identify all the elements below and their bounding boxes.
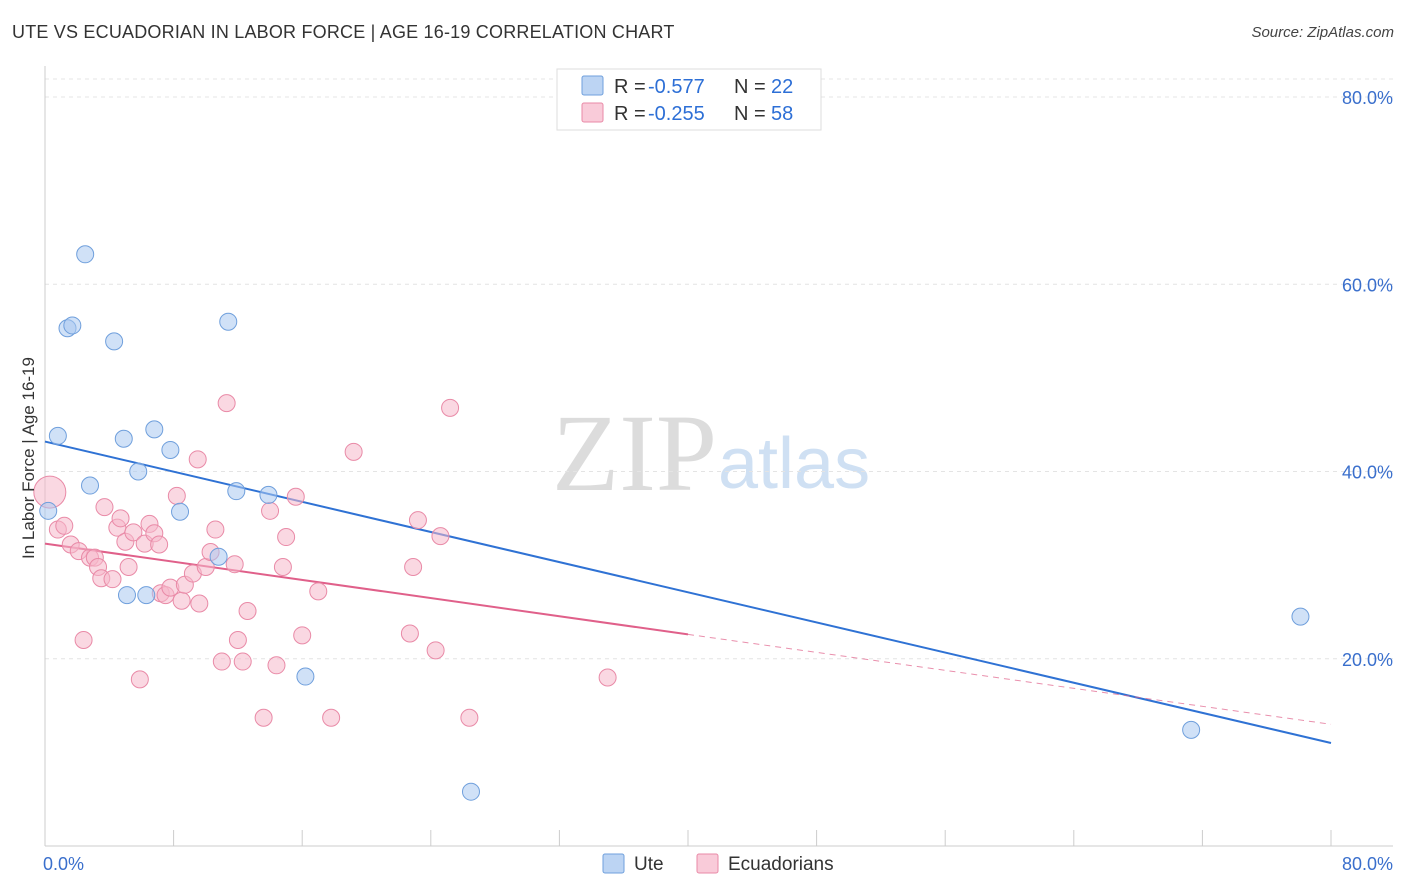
stats-legend-ute-r-label: R = (614, 76, 646, 98)
point-ute-14 (209, 547, 228, 566)
point-ute-3 (63, 316, 82, 335)
trend-lines (44, 440, 1332, 744)
point-ute-12 (161, 440, 180, 459)
point-ecuadorians-42 (273, 557, 292, 576)
point-ecuadorians-52 (431, 527, 450, 546)
point-ute-15 (219, 312, 238, 331)
point-ecuadorians-5 (74, 631, 93, 650)
data-points (33, 245, 1310, 801)
watermark: ZIP atlas (552, 392, 870, 514)
stats-legend-ecu-n-label: N = (734, 103, 766, 125)
point-ute-13 (171, 502, 190, 521)
point-ecuadorians-33 (212, 652, 231, 671)
point-ecuadorians-48 (400, 624, 419, 643)
point-ute-6 (105, 332, 124, 351)
y-axis-title: In Labor Force | Age 16-19 (19, 357, 38, 559)
point-ecuadorians-39 (254, 708, 273, 727)
point-ecuadorians-51 (426, 641, 445, 660)
point-ute-0 (39, 501, 58, 520)
point-ecuadorians-11 (103, 570, 122, 589)
point-ute-4 (76, 245, 95, 264)
axes (44, 66, 1393, 847)
point-ecuadorians-32 (206, 520, 225, 539)
watermark-atlas: atlas (718, 424, 870, 504)
stats-legend-ecu-r-label: R = (614, 103, 646, 125)
trend-line-ute (44, 440, 1332, 744)
point-ecuadorians-29 (188, 450, 207, 469)
point-ecuadorians-15 (119, 557, 138, 576)
point-ute-17 (259, 485, 278, 504)
y-tick-labels: 20.0% 40.0% 60.0% 80.0% (1342, 88, 1393, 670)
point-ecuadorians-46 (322, 708, 341, 727)
point-ute-5 (81, 476, 100, 495)
stats-legend-ecu-r-value: -0.255 (648, 103, 705, 125)
point-ecuadorians-53 (441, 398, 460, 417)
point-ecuadorians-44 (286, 487, 305, 506)
source-label: Source: ZipAtlas.com (1251, 24, 1394, 41)
point-ecuadorians-41 (267, 656, 286, 675)
point-ute-7 (114, 429, 133, 448)
point-ecuadorians-17 (130, 670, 149, 689)
series-legend-swatch-ecuadorians[interactable] (696, 853, 719, 874)
point-ecuadorians-10 (95, 498, 114, 517)
point-ecuadorians-49 (404, 557, 423, 576)
point-ecuadorians-16 (124, 523, 143, 542)
y-tick-label-80: 80.0% (1342, 88, 1393, 108)
point-ute-20 (1182, 720, 1201, 739)
point-ute-21 (1291, 607, 1310, 626)
series-legend: Ute Ecuadorians (602, 853, 834, 875)
point-ecuadorians-54 (460, 708, 479, 727)
point-ecuadorians-38 (238, 602, 257, 621)
chart-title: UTE VS ECUADORIAN IN LABOR FORCE | AGE 1… (12, 22, 675, 42)
point-ecuadorians-13 (111, 509, 130, 528)
stats-legend-ute-r-value: -0.577 (648, 76, 705, 98)
point-ute-1 (48, 426, 67, 445)
point-ecuadorians-2 (55, 516, 74, 535)
point-ecuadorians-56 (190, 594, 209, 613)
point-ute-18 (296, 667, 315, 686)
point-ute-9 (129, 462, 148, 481)
point-ute-16 (227, 482, 246, 501)
point-ecuadorians-37 (233, 652, 252, 671)
point-ecuadorians-21 (150, 535, 169, 554)
trend-line-extension-ecuadorians (687, 633, 1332, 725)
point-ute-10 (137, 586, 156, 605)
point-ecuadorians-35 (225, 555, 244, 574)
stats-legend-swatch-ute (581, 75, 604, 96)
point-ecuadorians-40 (261, 501, 280, 520)
y-tick-label-40: 40.0% (1342, 463, 1393, 483)
point-ute-8 (117, 586, 136, 605)
point-ute-11 (145, 420, 164, 439)
x-tick-label-min: 0.0% (43, 854, 84, 874)
point-ecuadorians-47 (344, 442, 363, 461)
point-ecuadorians-55 (598, 668, 617, 687)
series-legend-swatch-ute[interactable] (602, 853, 625, 874)
stats-legend-ute-n-value: 22 (771, 76, 793, 98)
series-legend-label-ute[interactable]: Ute (634, 854, 664, 875)
watermark-zip: ZIP (552, 392, 717, 514)
stats-legend-ecu-n-value: 58 (771, 103, 793, 125)
x-tick-label-max: 80.0% (1342, 854, 1393, 874)
point-ecuadorians-26 (172, 591, 191, 610)
point-ecuadorians-50 (408, 511, 427, 530)
series-legend-label-ecuadorians[interactable]: Ecuadorians (728, 854, 834, 875)
point-ecuadorians-45 (309, 582, 328, 601)
stats-legend-swatch-ecuadorians (581, 102, 604, 123)
point-ute-19 (461, 782, 480, 801)
stats-legend: R = -0.577 N = 22 R = -0.255 N = 58 (556, 68, 822, 131)
stats-legend-ute-n-label: N = (734, 76, 766, 98)
y-tick-label-60: 60.0% (1342, 275, 1393, 295)
point-ecuadorians-57 (293, 626, 312, 645)
point-ecuadorians-34 (217, 394, 236, 413)
trend-line-ecuadorians (44, 542, 689, 636)
point-ecuadorians-36 (228, 631, 247, 650)
point-ecuadorians-25 (167, 486, 186, 505)
y-tick-label-20: 20.0% (1342, 650, 1393, 670)
point-ecuadorians-43 (277, 528, 296, 547)
